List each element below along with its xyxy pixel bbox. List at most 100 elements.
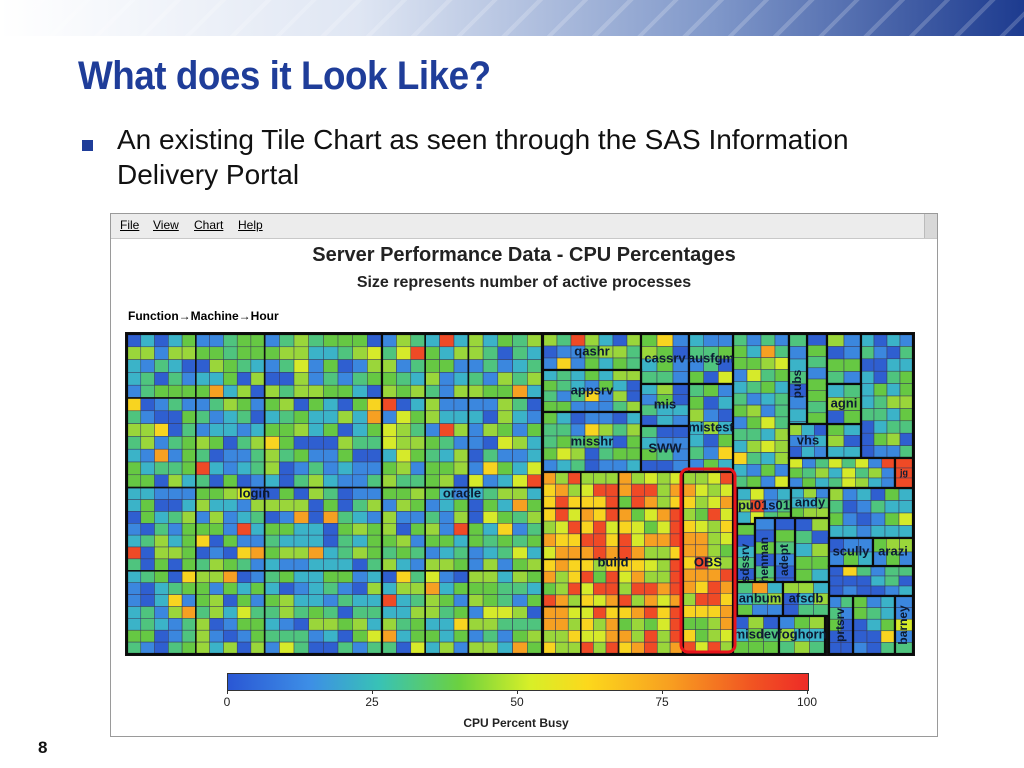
tile-cell[interactable]: [811, 543, 830, 557]
tile-cell[interactable]: [732, 357, 748, 370]
tile-cell[interactable]: [410, 423, 426, 437]
tile-cell[interactable]: [209, 436, 224, 450]
tile-group[interactable]: [825, 422, 863, 460]
tile-cell[interactable]: [181, 372, 197, 386]
tile-cell[interactable]: [140, 346, 155, 360]
tile-cell[interactable]: [527, 487, 543, 500]
tile-cell[interactable]: [439, 558, 455, 572]
tile-cell[interactable]: [512, 523, 528, 536]
tile-cell[interactable]: [826, 371, 845, 385]
tile-cell[interactable]: [264, 594, 280, 607]
tile-cell[interactable]: [396, 534, 412, 548]
tile-cell[interactable]: [898, 487, 914, 501]
tile-cell[interactable]: [828, 477, 843, 489]
tile-cell[interactable]: [570, 357, 586, 371]
tile-cell[interactable]: [195, 629, 210, 643]
tile-cell[interactable]: [424, 523, 440, 536]
tile-cell[interactable]: [264, 436, 280, 450]
tile-cell[interactable]: [870, 512, 886, 526]
tile-cell[interactable]: [798, 604, 814, 617]
tile-cell[interactable]: [527, 558, 543, 572]
tile-cell[interactable]: [886, 408, 901, 422]
tile-cell[interactable]: [828, 467, 843, 479]
tile-cell[interactable]: [482, 546, 499, 560]
tile-cell[interactable]: [873, 370, 888, 384]
tile-cell[interactable]: [612, 435, 628, 449]
tile-cell[interactable]: [337, 558, 353, 572]
tile-andy[interactable]: [789, 486, 831, 520]
tile-cell[interactable]: [352, 423, 368, 437]
tile-cell[interactable]: [223, 397, 238, 412]
tile-cell[interactable]: [181, 641, 197, 655]
tile-cell[interactable]: [323, 487, 339, 500]
tile-cell[interactable]: [168, 410, 183, 424]
tile-cell[interactable]: [140, 448, 155, 463]
tile-cell[interactable]: [453, 618, 469, 631]
tile-cell[interactable]: [593, 594, 607, 607]
tile-cell[interactable]: [223, 558, 238, 572]
tile-cell[interactable]: [279, 346, 295, 360]
tile-cell[interactable]: [482, 359, 499, 373]
tile-cell[interactable]: [482, 372, 499, 386]
tile-cell[interactable]: [337, 523, 353, 536]
tile-cell[interactable]: [453, 359, 469, 373]
tile-cell[interactable]: [828, 512, 844, 526]
tile-cell[interactable]: [826, 410, 845, 425]
tile-cell[interactable]: [497, 346, 513, 360]
tile-cell[interactable]: [512, 346, 528, 360]
tile-cell[interactable]: [250, 333, 265, 348]
tile-cell[interactable]: [794, 530, 813, 544]
tile-cell[interactable]: [718, 383, 734, 397]
tile-cell[interactable]: [381, 448, 397, 463]
tile-cell[interactable]: [410, 629, 426, 643]
tile-cell[interactable]: [720, 568, 734, 582]
tile-cell[interactable]: [209, 594, 224, 607]
tile-cell[interactable]: [424, 346, 440, 360]
tile-cell[interactable]: [195, 570, 210, 583]
tile-cell[interactable]: [656, 606, 671, 619]
tile-cell[interactable]: [556, 447, 572, 461]
tile-cell[interactable]: [154, 582, 169, 595]
tile-cell[interactable]: [453, 523, 469, 536]
tile-cell[interactable]: [567, 546, 582, 560]
tile-cell[interactable]: [439, 359, 455, 373]
tile-cell[interactable]: [140, 618, 155, 631]
tile-cell[interactable]: [512, 384, 528, 399]
tile-cell[interactable]: [381, 499, 397, 512]
tile-cell[interactable]: [656, 508, 671, 522]
tile-cell[interactable]: [468, 641, 484, 655]
tile-cell[interactable]: [703, 371, 719, 385]
tile-cell[interactable]: [250, 397, 265, 412]
tile-cell[interactable]: [695, 580, 709, 594]
tile-cell[interactable]: [279, 372, 295, 386]
tile-cell[interactable]: [788, 467, 803, 479]
tile-cell[interactable]: [453, 448, 469, 463]
tile-cell[interactable]: [763, 641, 780, 655]
tile-group[interactable]: [825, 332, 863, 386]
tile-cell[interactable]: [424, 641, 440, 655]
tile-cell[interactable]: [567, 559, 582, 572]
tile-cell[interactable]: [631, 483, 645, 497]
tile-cell[interactable]: [656, 559, 671, 572]
tile-cell[interactable]: [168, 384, 183, 399]
tile-cell[interactable]: [899, 358, 914, 372]
tile-cell[interactable]: [308, 558, 324, 572]
tile-cell[interactable]: [236, 448, 252, 463]
tile-cell[interactable]: [843, 346, 862, 360]
tile-cell[interactable]: [154, 384, 169, 399]
tile-cell[interactable]: [873, 408, 888, 422]
tile-cell[interactable]: [410, 384, 426, 399]
tile-cell[interactable]: [542, 630, 556, 643]
tile-cell[interactable]: [856, 500, 872, 514]
tile-cell[interactable]: [337, 570, 353, 583]
tile-cell[interactable]: [410, 436, 426, 450]
tile-cell[interactable]: [868, 457, 883, 469]
tile-cell[interactable]: [293, 546, 309, 560]
tile-cell[interactable]: [760, 333, 776, 347]
tile-cell[interactable]: [308, 511, 324, 524]
tile-cell[interactable]: [250, 372, 265, 386]
tile-cell[interactable]: [352, 372, 368, 386]
tile-cell[interactable]: [870, 525, 886, 539]
tile-cell[interactable]: [811, 517, 830, 532]
tile-cell[interactable]: [140, 333, 155, 348]
